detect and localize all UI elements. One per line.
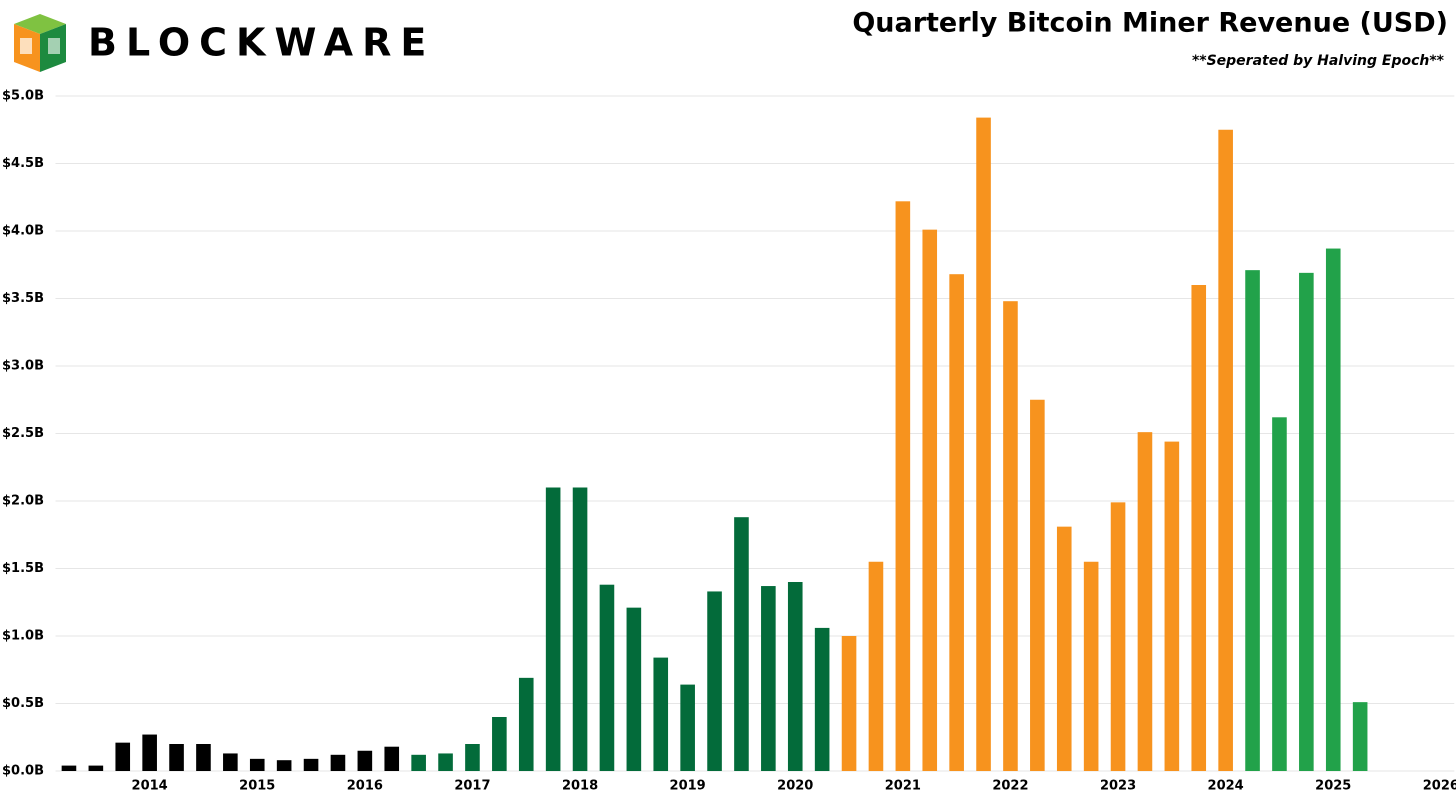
bar xyxy=(734,517,749,771)
bar xyxy=(492,717,507,771)
bar xyxy=(411,754,426,771)
y-tick-label: $0.5B xyxy=(2,696,44,711)
bar xyxy=(115,742,131,771)
y-tick-label: $2.5B xyxy=(2,426,44,441)
bar xyxy=(572,487,588,771)
bar xyxy=(1299,272,1314,771)
bar xyxy=(330,754,346,771)
y-tick-label: $1.5B xyxy=(2,561,44,576)
bar xyxy=(1083,561,1099,771)
x-tick-label: 2021 xyxy=(885,779,921,794)
y-tick-label: $3.0B xyxy=(2,359,44,374)
bar xyxy=(949,274,964,771)
y-tick-label: $5.0B xyxy=(2,89,44,104)
x-tick-label: 2014 xyxy=(132,779,168,794)
y-tick-label: $1.0B xyxy=(2,629,44,644)
bar xyxy=(196,744,211,771)
bar xyxy=(465,744,480,771)
x-tick-label: 2018 xyxy=(562,779,598,794)
bar xyxy=(169,744,184,771)
x-tick-label: 2023 xyxy=(1100,779,1136,794)
bar xyxy=(1110,502,1126,771)
x-tick-label: 2017 xyxy=(454,779,490,794)
y-tick-label: $3.5B xyxy=(2,291,44,306)
bar xyxy=(61,765,77,771)
bar xyxy=(357,750,373,771)
bar xyxy=(1218,129,1233,771)
x-tick-label: 2016 xyxy=(347,779,383,794)
bar xyxy=(384,746,400,771)
brand: BLOCKWARE xyxy=(88,21,435,65)
bar xyxy=(1164,441,1180,771)
bar xyxy=(653,657,669,771)
x-tick-label: 2025 xyxy=(1315,779,1351,794)
bar xyxy=(680,684,695,771)
y-tick-label: $4.0B xyxy=(2,224,44,239)
y-tick-label: $2.0B xyxy=(2,494,44,509)
x-tick-label: 2019 xyxy=(670,779,706,794)
logo-icon xyxy=(14,14,66,72)
bar xyxy=(1137,432,1153,771)
bar xyxy=(1191,285,1207,771)
y-tick-label: $0.0B xyxy=(2,764,44,779)
bar xyxy=(1056,526,1072,771)
bar xyxy=(1245,270,1260,771)
bar xyxy=(142,734,157,771)
bar xyxy=(545,487,561,771)
bar xyxy=(303,758,319,771)
chart-subtitle: **Seperated by Halving Epoch** xyxy=(1192,53,1445,69)
bar xyxy=(1003,301,1018,771)
bar xyxy=(841,636,857,771)
bar xyxy=(1272,417,1287,771)
x-tick-label: 2015 xyxy=(239,779,275,794)
bar xyxy=(787,582,803,771)
bar xyxy=(1325,248,1341,772)
x-tick-label: 2024 xyxy=(1208,779,1244,794)
bar xyxy=(223,753,238,771)
x-tick-label: 2022 xyxy=(992,779,1028,794)
bar xyxy=(249,758,265,771)
bar xyxy=(814,627,830,771)
bar xyxy=(88,765,104,771)
bar xyxy=(599,584,615,771)
x-tick-label: 2026 xyxy=(1423,779,1456,794)
bar xyxy=(895,201,911,772)
bar xyxy=(976,117,991,772)
bar xyxy=(276,760,292,771)
bar xyxy=(868,561,884,771)
bar xyxy=(707,591,722,771)
chart-title: Quarterly Bitcoin Miner Revenue (USD) xyxy=(852,8,1448,39)
bar xyxy=(518,677,534,771)
bar xyxy=(438,753,453,771)
y-tick-label: $4.5B xyxy=(2,156,44,171)
bar xyxy=(1352,702,1368,771)
bar xyxy=(922,229,938,771)
bar xyxy=(761,586,776,771)
bar xyxy=(626,607,642,771)
x-tick-label: 2020 xyxy=(777,779,813,794)
bar xyxy=(1030,399,1045,771)
